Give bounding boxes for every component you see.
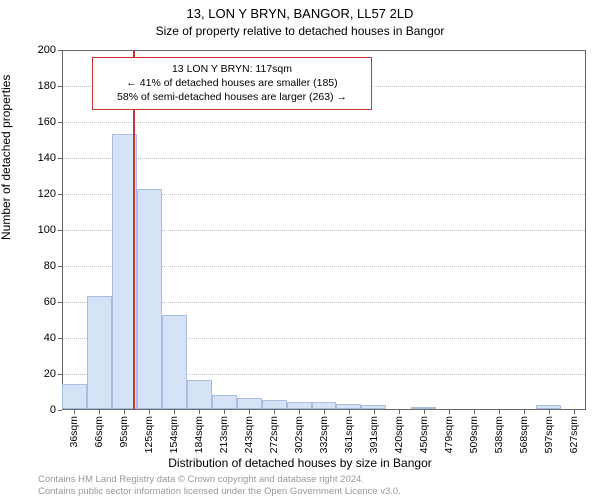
bar (262, 400, 287, 409)
bar (411, 407, 436, 409)
xtick-label: 243sqm (243, 416, 255, 453)
xtick-label: 361sqm (343, 416, 355, 453)
xtick-label: 479sqm (443, 416, 455, 453)
annotation-line: ← 41% of detached houses are smaller (18… (101, 76, 363, 90)
annotation-line: 13 LON Y BRYN: 117sqm (101, 62, 363, 76)
xtick-mark (274, 410, 275, 414)
ytick-label: 20 (44, 368, 56, 380)
ytick-mark (58, 266, 62, 267)
bar (212, 395, 237, 409)
bar (312, 402, 337, 409)
xtick-label: 391sqm (368, 416, 380, 453)
annotation-line: 58% of semi-detached houses are larger (… (101, 90, 363, 104)
xtick-mark (124, 410, 125, 414)
xtick-mark (499, 410, 500, 414)
xtick-mark (299, 410, 300, 414)
bar (87, 296, 112, 409)
xtick-mark (224, 410, 225, 414)
xtick-mark (249, 410, 250, 414)
ytick-label: 60 (44, 296, 56, 308)
bar (162, 315, 187, 409)
ytick-label: 160 (38, 116, 56, 128)
xtick-label: 36sqm (68, 416, 80, 448)
ytick-label: 140 (38, 152, 56, 164)
xtick-label: 154sqm (168, 416, 180, 453)
xtick-label: 627sqm (568, 416, 580, 453)
bar (536, 405, 561, 409)
ytick-mark (58, 302, 62, 303)
ytick-mark (58, 194, 62, 195)
xtick-label: 66sqm (93, 416, 105, 448)
ytick-label: 120 (38, 188, 56, 200)
chart-title: 13, LON Y BRYN, BANGOR, LL57 2LD (0, 6, 600, 21)
xtick-label: 597sqm (543, 416, 555, 453)
ytick-label: 200 (38, 44, 56, 56)
ytick-mark (58, 230, 62, 231)
bar (62, 384, 87, 409)
footnote-line-2: Contains public sector information licen… (38, 486, 401, 497)
xtick-label: 538sqm (493, 416, 505, 453)
xtick-label: 332sqm (318, 416, 330, 453)
xtick-mark (149, 410, 150, 414)
ytick-mark (58, 410, 62, 411)
bar (137, 189, 162, 409)
xtick-label: 213sqm (218, 416, 230, 453)
ytick-mark (58, 338, 62, 339)
xtick-mark (549, 410, 550, 414)
xtick-mark (74, 410, 75, 414)
xtick-label: 95sqm (118, 416, 130, 448)
xtick-mark (424, 410, 425, 414)
xtick-label: 568sqm (518, 416, 530, 453)
ytick-mark (58, 50, 62, 51)
gridline-h (63, 122, 585, 123)
bar (336, 404, 361, 409)
chart-container: 13, LON Y BRYN, BANGOR, LL57 2LD Size of… (0, 0, 600, 500)
xtick-label: 420sqm (393, 416, 405, 453)
bar (361, 405, 386, 409)
ytick-label: 80 (44, 260, 56, 272)
xtick-mark (199, 410, 200, 414)
footnote: Contains HM Land Registry data © Crown c… (38, 474, 586, 498)
xtick-mark (474, 410, 475, 414)
xtick-label: 125sqm (143, 416, 155, 453)
bar (287, 402, 312, 409)
ytick-mark (58, 158, 62, 159)
xtick-label: 509sqm (468, 416, 480, 453)
xtick-label: 302sqm (293, 416, 305, 453)
plot-area: 02040608010012014016018020036sqm66sqm95s… (62, 50, 586, 410)
xtick-label: 184sqm (193, 416, 205, 453)
xtick-mark (324, 410, 325, 414)
ytick-mark (58, 86, 62, 87)
xtick-mark (399, 410, 400, 414)
x-axis-label: Distribution of detached houses by size … (0, 456, 600, 470)
xtick-mark (349, 410, 350, 414)
bar (237, 398, 262, 409)
xtick-mark (174, 410, 175, 414)
bar (187, 380, 212, 409)
y-axis-label: Number of detached properties (0, 75, 13, 240)
gridline-h (63, 158, 585, 159)
xtick-label: 272sqm (268, 416, 280, 453)
xtick-mark (524, 410, 525, 414)
xtick-mark (449, 410, 450, 414)
ytick-label: 100 (38, 224, 56, 236)
ytick-mark (58, 374, 62, 375)
ytick-label: 180 (38, 80, 56, 92)
xtick-label: 450sqm (418, 416, 430, 453)
annotation-box: 13 LON Y BRYN: 117sqm← 41% of detached h… (92, 57, 372, 110)
ytick-label: 40 (44, 332, 56, 344)
ytick-label: 0 (50, 404, 56, 416)
footnote-line-1: Contains HM Land Registry data © Crown c… (38, 474, 364, 485)
xtick-mark (574, 410, 575, 414)
xtick-mark (99, 410, 100, 414)
ytick-mark (58, 122, 62, 123)
xtick-mark (374, 410, 375, 414)
chart-subtitle: Size of property relative to detached ho… (0, 24, 600, 38)
